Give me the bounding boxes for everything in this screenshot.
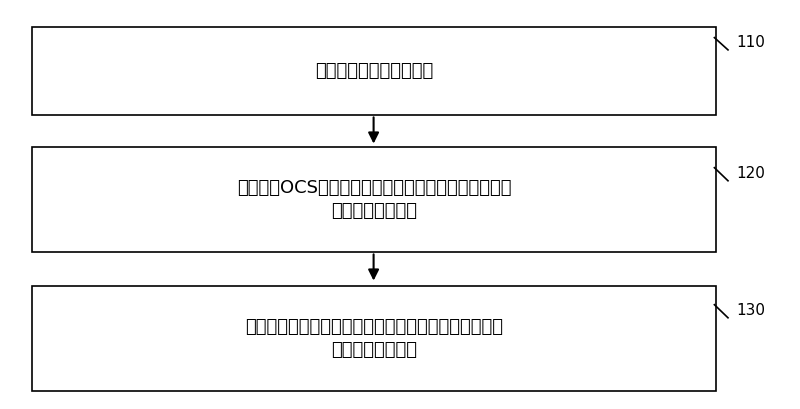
Bar [32, 147, 716, 252]
Text: 110: 110 [736, 36, 765, 50]
Text: 130: 130 [736, 303, 765, 318]
Bar [32, 286, 716, 391]
Text: 120: 120 [736, 166, 765, 181]
Text: 置向用户提供服务: 置向用户提供服务 [331, 341, 417, 359]
Text: 如果获知所述用户的账户成功充值，则从所述暂停的位: 如果获知所述用户的账户成功充值，则从所述暂停的位 [245, 318, 503, 336]
Text: 获知用户的账户余额不足: 获知用户的账户余额不足 [315, 61, 433, 80]
Bar [32, 27, 716, 115]
Text: 务并提示用户充值: 务并提示用户充值 [331, 202, 417, 220]
Text: 在保持与OCS之间的连接的状态下暂停向该用户提供服: 在保持与OCS之间的连接的状态下暂停向该用户提供服 [237, 179, 511, 197]
